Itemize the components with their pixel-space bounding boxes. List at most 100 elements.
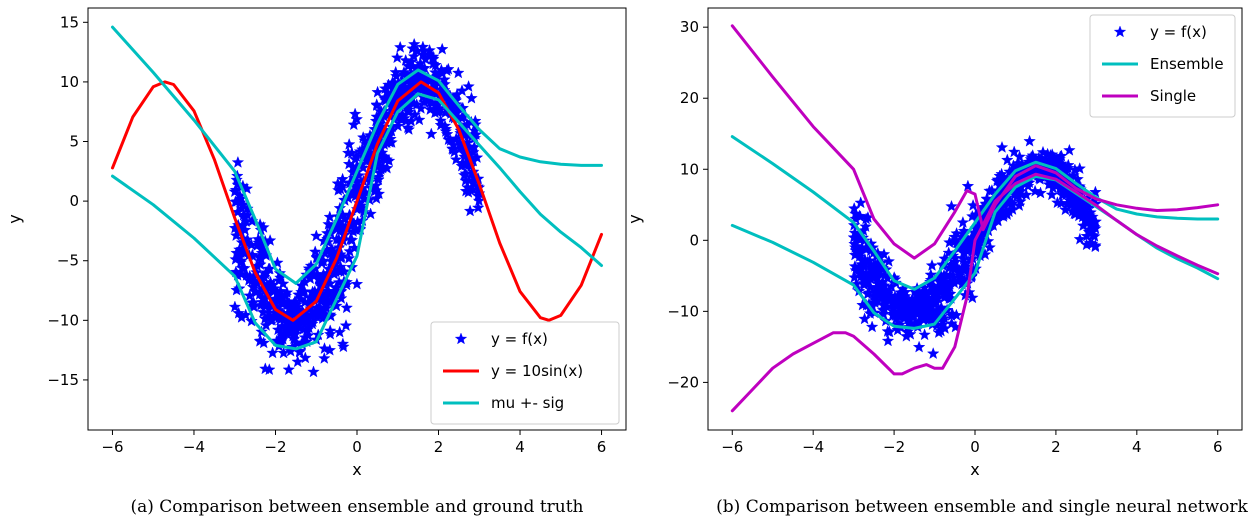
- scatter-point: [957, 224, 971, 237]
- scatter-point: [1054, 196, 1068, 209]
- scatter-point: [1066, 204, 1079, 217]
- scatter-point: [861, 255, 874, 268]
- scatter-point: [904, 327, 917, 340]
- scatter-point: [858, 312, 871, 325]
- y-tick-label: −10: [47, 311, 79, 329]
- scatter-point: [455, 159, 469, 172]
- scatter-point: [301, 323, 314, 336]
- scatter-point: [341, 146, 355, 159]
- x-tick-label: 4: [515, 438, 525, 456]
- scatter-point: [347, 118, 361, 131]
- scatter-point: [925, 259, 939, 271]
- scatter-point: [399, 53, 412, 66]
- scatter-point: [370, 99, 384, 112]
- scatter-point: [915, 309, 928, 322]
- scatter-point: [452, 66, 465, 79]
- scatter-point: [459, 174, 472, 187]
- y-tick-label: 0: [689, 231, 699, 249]
- scatter-point: [1045, 188, 1059, 201]
- scatter-point: [258, 270, 271, 283]
- scatter-point: [465, 91, 478, 104]
- y-tick-label: 10: [680, 160, 699, 178]
- x-tick-label: −2: [883, 438, 905, 456]
- scatter-point: [857, 276, 870, 289]
- scatter-point: [918, 328, 931, 341]
- scatter-point: [875, 291, 889, 304]
- scatter-point: [234, 246, 248, 259]
- panel-caption: (b) Comparison between ensemble and sing…: [716, 497, 1248, 517]
- y-tick-label: −10: [667, 302, 699, 320]
- scatter-point: [449, 153, 463, 166]
- y-tick-label: −20: [667, 373, 699, 391]
- plot-area: [730, 24, 1220, 413]
- scatter-point: [334, 182, 347, 195]
- scatter-point: [958, 247, 971, 259]
- scatter-point: [1080, 229, 1094, 242]
- scatter-point: [275, 319, 289, 332]
- series-line: [111, 92, 603, 351]
- legend-marker: [454, 332, 468, 345]
- scatter-point: [339, 319, 353, 332]
- scatter-point: [391, 119, 405, 132]
- scatter-point: [1089, 185, 1102, 198]
- scatter-point: [1007, 145, 1021, 158]
- scatter-point: [423, 43, 436, 56]
- x-tick-label: −4: [802, 438, 824, 456]
- scatter-point: [934, 268, 947, 281]
- scatter-point: [925, 291, 939, 304]
- scatter-point: [1020, 188, 1033, 201]
- y-axis-label: y: [625, 214, 644, 223]
- scatter-point: [397, 65, 411, 78]
- scatter-point: [924, 306, 938, 319]
- scatter-point: [314, 306, 327, 319]
- scatter-point: [256, 305, 270, 318]
- scatter-point: [876, 284, 890, 297]
- scatter-point: [298, 285, 311, 297]
- scatter-point: [382, 78, 395, 91]
- legend-label: y = f(x): [1150, 23, 1207, 41]
- scatter-point: [418, 61, 431, 74]
- scatter-point: [983, 184, 996, 197]
- scatter-point: [340, 301, 353, 314]
- scatter-point: [1001, 153, 1014, 166]
- series-line: [111, 25, 603, 285]
- scatter-point: [888, 307, 902, 320]
- y-tick-label: 10: [60, 73, 79, 91]
- scatter-point: [943, 292, 956, 305]
- scatter-point: [1067, 168, 1080, 181]
- scatter-point: [995, 167, 1008, 180]
- legend-label: mu +- sig: [491, 394, 564, 412]
- scatter-point: [950, 227, 963, 239]
- scatter-point: [1059, 203, 1072, 216]
- scatter-point: [255, 282, 269, 295]
- scatter-point: [435, 42, 449, 55]
- scatter-point: [264, 298, 277, 311]
- scatter-point: [916, 290, 930, 303]
- x-tick-label: −6: [721, 438, 743, 456]
- scatter-point: [338, 212, 352, 225]
- scatter-point: [380, 153, 393, 166]
- scatter-point: [320, 301, 333, 314]
- scatter-point: [285, 316, 299, 329]
- scatter-point: [931, 282, 944, 295]
- scatter-point: [390, 69, 403, 82]
- scatter-point: [1014, 195, 1027, 208]
- scatter-point: [307, 365, 320, 378]
- legend-box: [1089, 14, 1236, 118]
- scatter-point: [318, 351, 331, 364]
- scatter-point: [342, 251, 356, 264]
- x-tick-label: −2: [264, 438, 286, 456]
- plot-area: [111, 25, 603, 378]
- scatter-point: [912, 340, 926, 353]
- y-tick-label: −5: [57, 252, 79, 270]
- scatter-point: [1068, 163, 1082, 176]
- scatter-point: [411, 44, 424, 57]
- scatter-point: [432, 104, 445, 117]
- legend-label: y = 10sin(x): [491, 362, 583, 380]
- scatter-point: [340, 278, 353, 291]
- scatter-point: [862, 286, 876, 299]
- scatter-point: [1068, 198, 1081, 211]
- scatter-point: [235, 236, 249, 248]
- scatter-point: [348, 152, 362, 165]
